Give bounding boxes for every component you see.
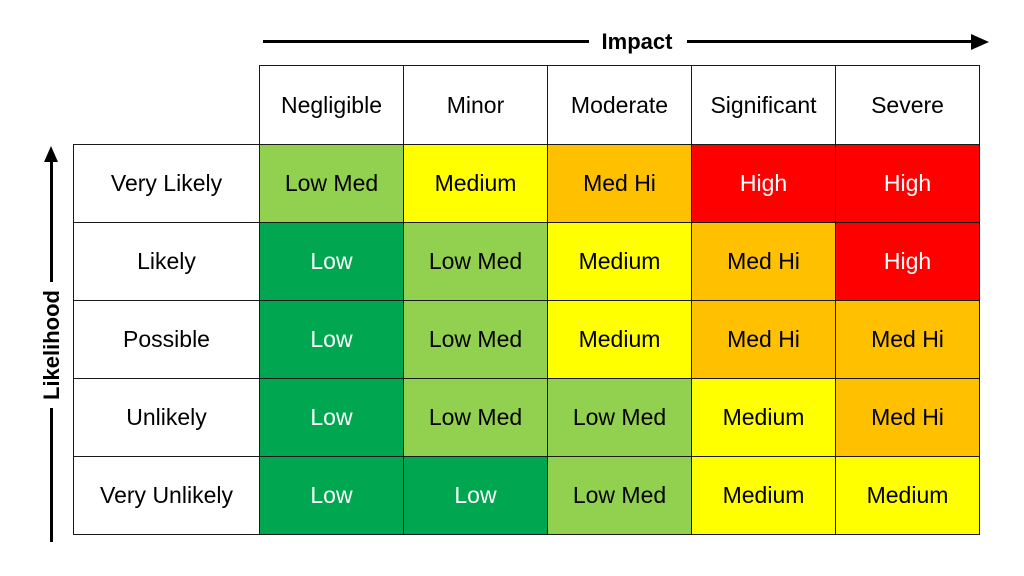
matrix-row: Very Likely Low Med Medium Med Hi High High	[73, 144, 980, 223]
impact-header: Minor	[403, 65, 548, 145]
impact-axis: Impact	[263, 26, 989, 58]
risk-cell: Low Med	[259, 144, 404, 223]
risk-cell: Low Med	[403, 222, 548, 301]
risk-cell: Med Hi	[547, 144, 692, 223]
likelihood-header: Very Likely	[73, 144, 260, 223]
matrix-row: Likely Low Low Med Medium Med Hi High	[73, 222, 980, 301]
risk-cell: High	[835, 222, 980, 301]
risk-cell: Med Hi	[835, 300, 980, 379]
risk-matrix: Negligible Minor Moderate Significant Se…	[73, 65, 980, 535]
likelihood-axis: Likelihood	[38, 146, 68, 542]
risk-cell: Medium	[835, 456, 980, 535]
risk-cell: Low Med	[547, 378, 692, 457]
risk-cell: Medium	[547, 300, 692, 379]
risk-cell: Medium	[547, 222, 692, 301]
risk-cell: Low	[259, 300, 404, 379]
risk-cell: Med Hi	[691, 222, 836, 301]
likelihood-axis-line	[50, 408, 53, 542]
risk-cell: Low Med	[403, 378, 548, 457]
matrix-row: Possible Low Low Med Medium Med Hi Med Hi	[73, 300, 980, 379]
impact-axis-line	[263, 40, 589, 43]
likelihood-header: Unlikely	[73, 378, 260, 457]
risk-cell: Med Hi	[691, 300, 836, 379]
risk-cell: Low Med	[403, 300, 548, 379]
likelihood-axis-label: Likelihood	[39, 290, 64, 400]
likelihood-axis-line	[50, 160, 53, 282]
matrix-row: Very Unlikely Low Low Low Med Medium Medium	[73, 456, 980, 535]
risk-cell: Medium	[691, 378, 836, 457]
impact-header-row: Negligible Minor Moderate Significant Se…	[73, 65, 980, 145]
matrix-corner	[73, 65, 260, 145]
risk-cell: Low	[259, 456, 404, 535]
risk-cell: High	[835, 144, 980, 223]
likelihood-header: Very Unlikely	[73, 456, 260, 535]
impact-axis-label: Impact	[601, 29, 673, 54]
impact-header: Moderate	[547, 65, 692, 145]
risk-cell: Medium	[691, 456, 836, 535]
impact-header: Negligible	[259, 65, 404, 145]
matrix-row: Unlikely Low Low Med Low Med Medium Med Hi	[73, 378, 980, 457]
risk-cell: Low	[403, 456, 548, 535]
likelihood-header: Likely	[73, 222, 260, 301]
risk-cell: Low	[259, 378, 404, 457]
impact-header: Severe	[835, 65, 980, 145]
impact-header: Significant	[691, 65, 836, 145]
risk-cell: Low	[259, 222, 404, 301]
up-arrow-icon	[44, 146, 58, 162]
risk-cell: Med Hi	[835, 378, 980, 457]
risk-cell: Medium	[403, 144, 548, 223]
right-arrow-icon	[971, 34, 989, 50]
risk-cell: High	[691, 144, 836, 223]
likelihood-header: Possible	[73, 300, 260, 379]
impact-axis-line	[687, 40, 973, 43]
risk-cell: Low Med	[547, 456, 692, 535]
